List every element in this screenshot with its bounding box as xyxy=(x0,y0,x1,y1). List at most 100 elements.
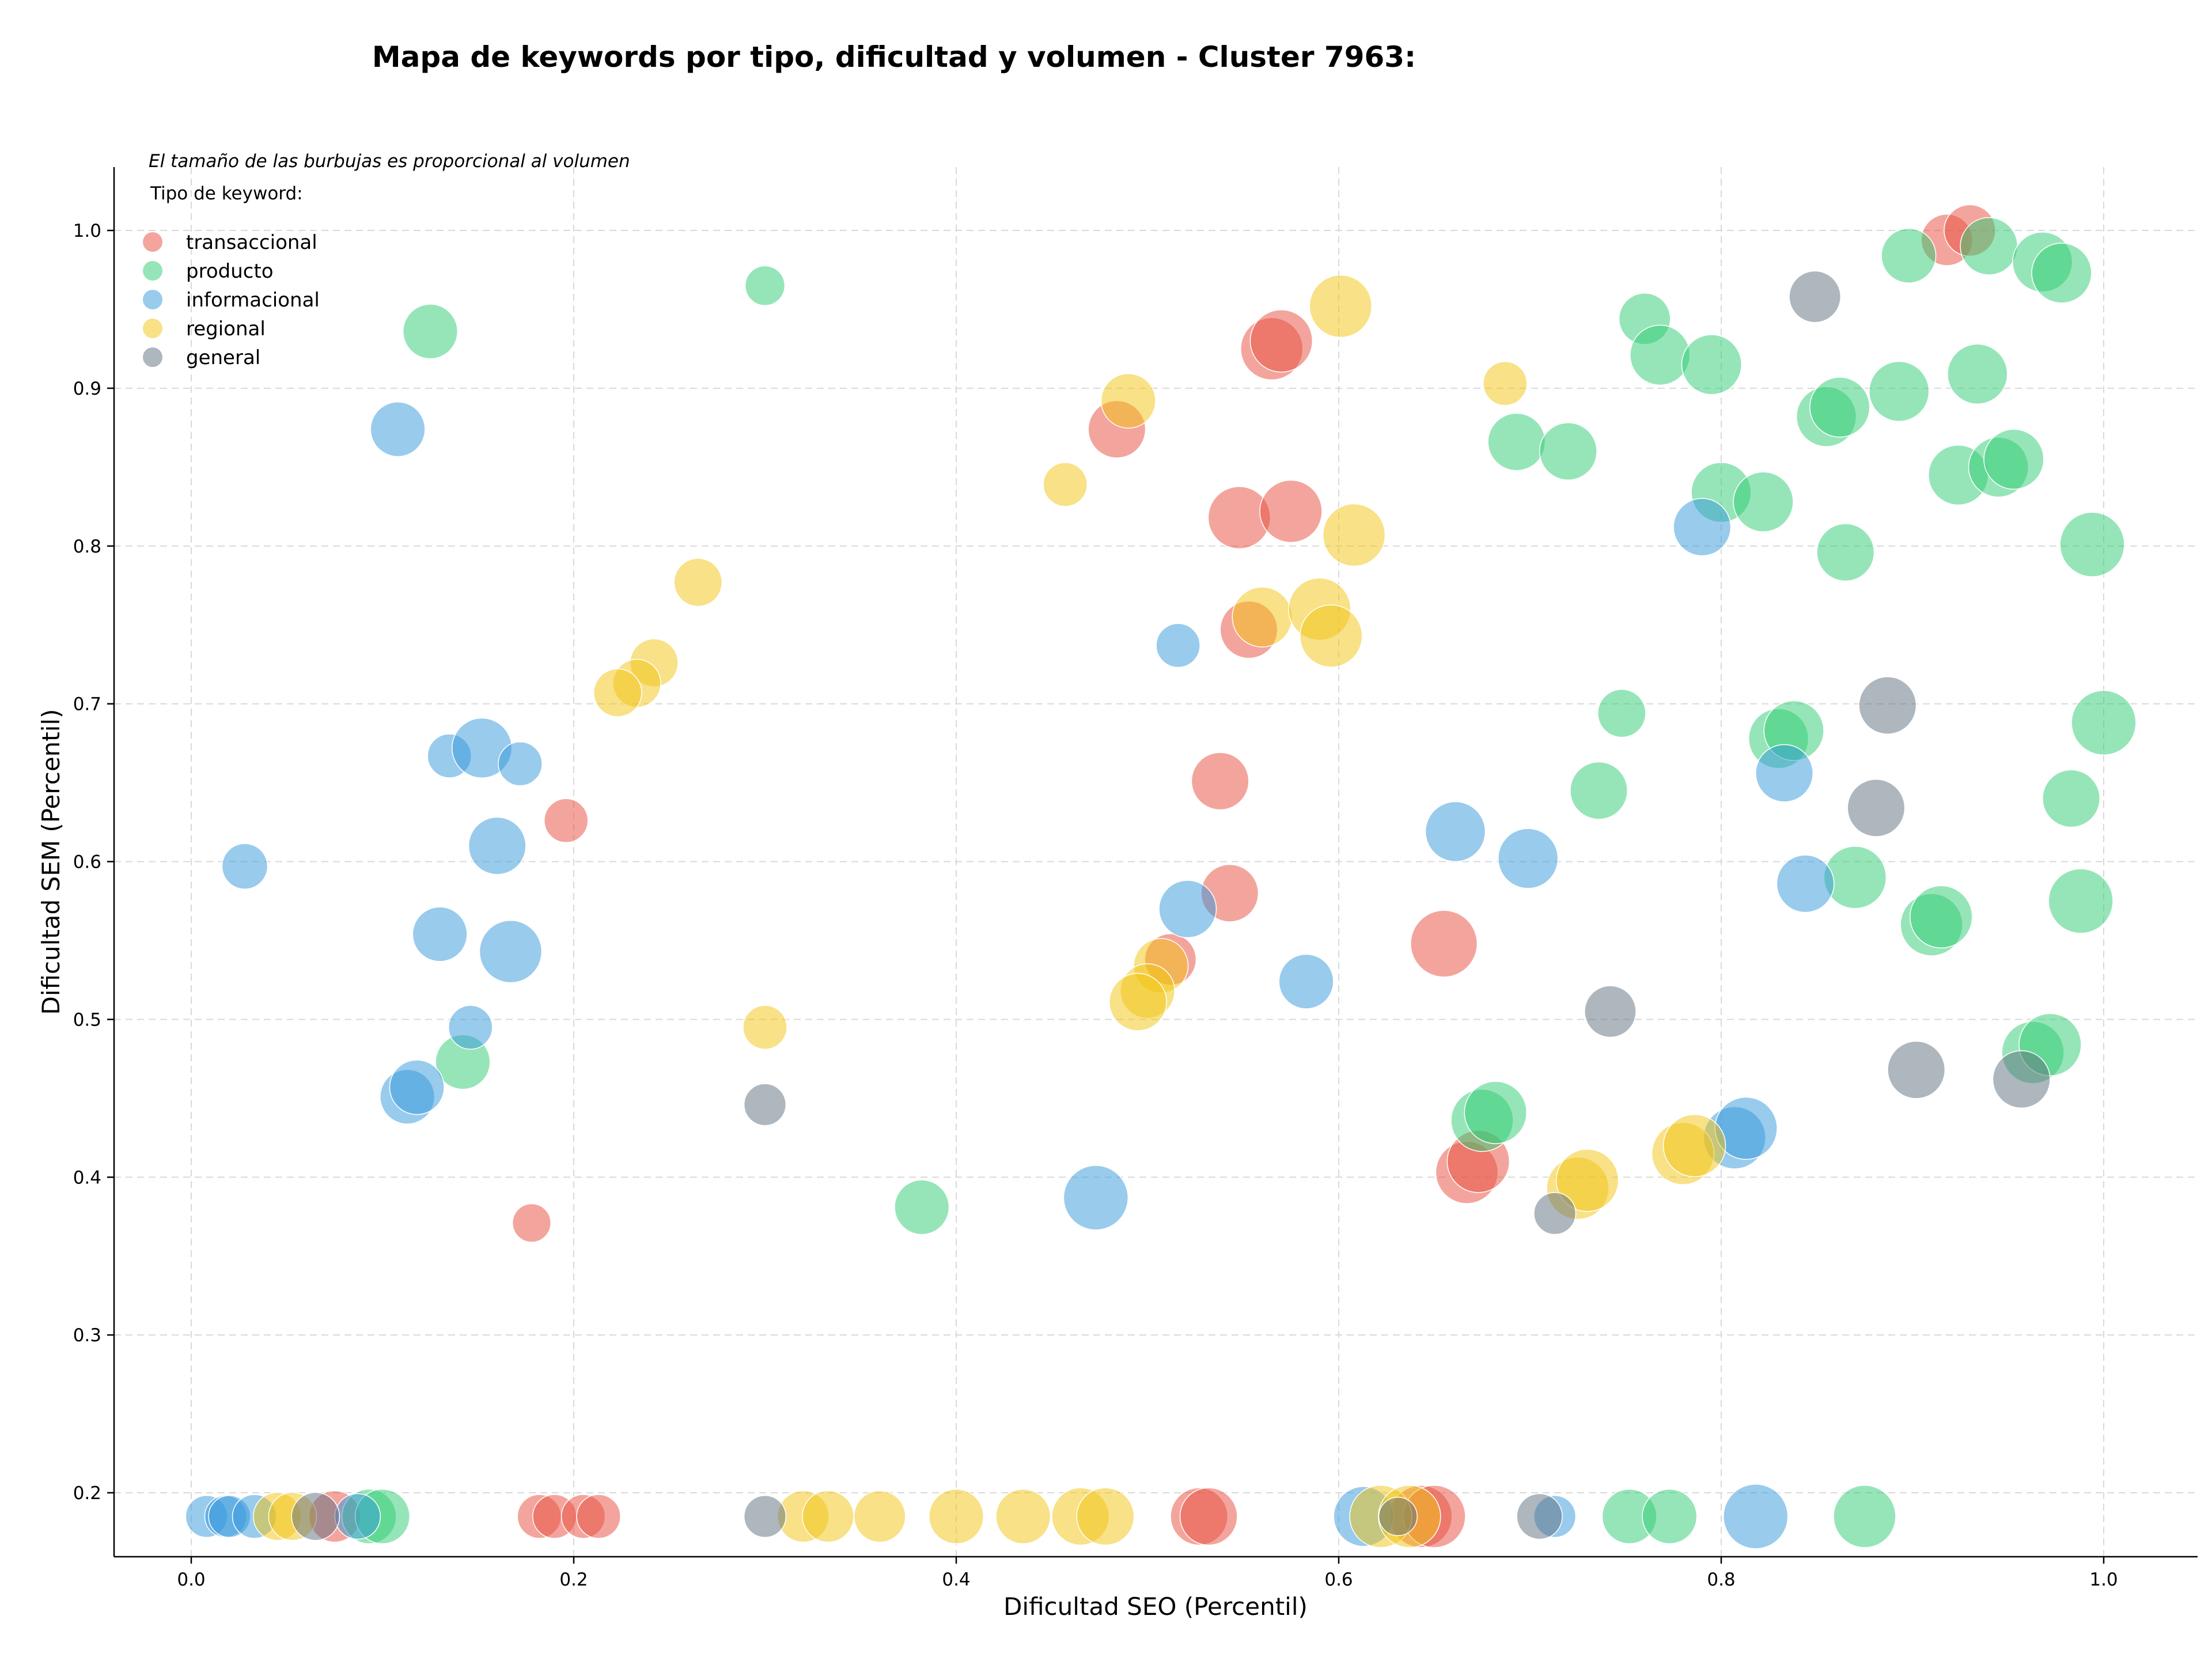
bubble-general xyxy=(1584,985,1637,1038)
bubble-informacional xyxy=(370,402,426,457)
x-tick-label: 1.0 xyxy=(2089,1569,2118,1590)
bubble-regional xyxy=(1555,1148,1619,1212)
y-tick-label: 0.8 xyxy=(73,536,101,557)
bubble-producto xyxy=(1881,228,1937,283)
bubble-producto xyxy=(2071,690,2137,756)
legend-label-regional: regional xyxy=(186,317,266,340)
bubble-informacional xyxy=(1673,498,1732,557)
legend-label-informacional: informacional xyxy=(186,289,320,312)
bubble-producto xyxy=(1833,1485,1896,1548)
y-tick-label: 0.7 xyxy=(73,694,101,715)
bubble-producto xyxy=(1642,1489,1698,1545)
bubble-producto xyxy=(1983,429,2044,490)
bubble-informacional xyxy=(1156,623,1200,668)
bubble-informacional xyxy=(1063,1165,1129,1231)
bubble-transaccional xyxy=(1410,910,1478,978)
bubble-transaccional xyxy=(1259,479,1323,543)
x-axis-label: Dificultad SEO (Percentil) xyxy=(1003,1592,1308,1621)
bubble-regional xyxy=(995,1489,1051,1545)
legend-label-producto: producto xyxy=(186,260,274,283)
bubble-informacional xyxy=(498,741,543,786)
bubble-regional xyxy=(802,1490,854,1543)
bubble-producto xyxy=(2059,512,2125,577)
x-ticks: 0.0 0.2 0.4 0.6 0.8 1.0 xyxy=(177,1557,2118,1590)
y-tick-label: 1.0 xyxy=(73,221,101,241)
bubble-producto xyxy=(1597,688,1646,738)
bubble-general xyxy=(1887,1041,1946,1099)
y-ticks: 0.2 0.3 0.4 0.5 0.6 0.7 0.8 0.9 1.0 xyxy=(73,221,114,1504)
y-axis-label: Dificultad SEM (Percentil) xyxy=(37,709,65,1015)
bubble-producto xyxy=(1487,413,1546,471)
x-tick-label: 0.2 xyxy=(559,1569,588,1590)
legend-marker-producto xyxy=(143,261,162,281)
bubble-regional xyxy=(928,1489,984,1545)
bubble-producto xyxy=(1630,324,1691,386)
bubble-informacional xyxy=(334,1493,381,1540)
bubble-regional xyxy=(1076,1487,1135,1546)
bubble-producto xyxy=(1570,761,1628,820)
bubble-informacional xyxy=(1497,828,1559,889)
bubble-regional xyxy=(853,1490,906,1543)
bubble-producto xyxy=(1809,377,1870,438)
bubble-producto xyxy=(1816,523,1875,582)
bubble-general xyxy=(291,1492,340,1541)
chart-title: Mapa de keywords por tipo, dificultad y … xyxy=(372,40,1416,74)
bubble-producto xyxy=(2048,868,2113,934)
bubble-informacional xyxy=(1723,1484,1789,1549)
bubble-general xyxy=(1847,778,1906,837)
bubble-informacional xyxy=(412,906,468,962)
bubble-producto xyxy=(1681,334,1743,395)
legend-label-transaccional: transaccional xyxy=(186,231,317,254)
bubble-general xyxy=(1992,1050,2051,1108)
x-tick-label: 0.4 xyxy=(942,1569,970,1590)
legend-marker-informacional xyxy=(143,290,162,309)
bubble-producto xyxy=(1464,1081,1527,1144)
bubble-producto xyxy=(1539,422,1597,480)
bubble-regional xyxy=(1483,361,1528,406)
bubble-regional xyxy=(593,668,642,717)
bubble-size-note: El tamaño de las burbujas es proporciona… xyxy=(149,151,630,172)
bubble-transaccional xyxy=(576,1494,621,1539)
legend-title: Tipo de keyword: xyxy=(150,183,303,204)
bubble-regional xyxy=(1232,587,1293,648)
data-bubbles xyxy=(185,204,2137,1549)
bubble-producto xyxy=(1947,343,2008,404)
legend-marker-transaccional xyxy=(143,232,162,252)
bubble-regional xyxy=(1100,373,1156,429)
legend: transaccional producto informacional region… xyxy=(143,231,320,369)
bubble-producto xyxy=(402,304,459,360)
y-tick-label: 0.5 xyxy=(73,1009,101,1030)
bubble-producto xyxy=(894,1179,950,1235)
bubble-informacional xyxy=(448,1005,493,1050)
bubble-regional xyxy=(1043,462,1088,507)
x-tick-label: 0.6 xyxy=(1324,1569,1353,1590)
y-tick-label: 0.3 xyxy=(73,1325,101,1346)
bubble-regional xyxy=(1108,973,1167,1031)
bubble-informacional xyxy=(389,1060,445,1115)
bubble-general xyxy=(743,1083,787,1126)
bubble-regional xyxy=(1309,274,1373,338)
bubble-transaccional xyxy=(1249,309,1313,373)
bubble-producto xyxy=(1869,361,1930,422)
bubble-informacional xyxy=(1425,801,1486,862)
bubble-informacional xyxy=(1158,880,1217,939)
legend-label-general: general xyxy=(186,346,260,369)
bubble-general xyxy=(1789,270,1842,323)
bubble-regional xyxy=(1322,503,1386,567)
y-tick-label: 0.2 xyxy=(73,1483,101,1504)
x-tick-label: 0.8 xyxy=(1707,1569,1735,1590)
y-tick-label: 0.9 xyxy=(73,379,101,399)
bubble-producto xyxy=(1733,471,1794,532)
bubble-regional xyxy=(673,558,723,607)
bubble-informacional xyxy=(221,843,268,890)
bubble-general xyxy=(1516,1493,1563,1540)
bubble-producto xyxy=(1910,885,1973,949)
bubble-general xyxy=(1533,1192,1577,1235)
bubble-transaccional xyxy=(1191,752,1249,811)
bubble-informacional xyxy=(468,816,527,875)
bubble-informacional xyxy=(1776,854,1835,913)
bubble-producto xyxy=(744,265,786,306)
bubble-general xyxy=(743,1495,787,1538)
bubble-transaccional xyxy=(1179,1487,1238,1546)
bubble-transaccional xyxy=(543,798,589,843)
